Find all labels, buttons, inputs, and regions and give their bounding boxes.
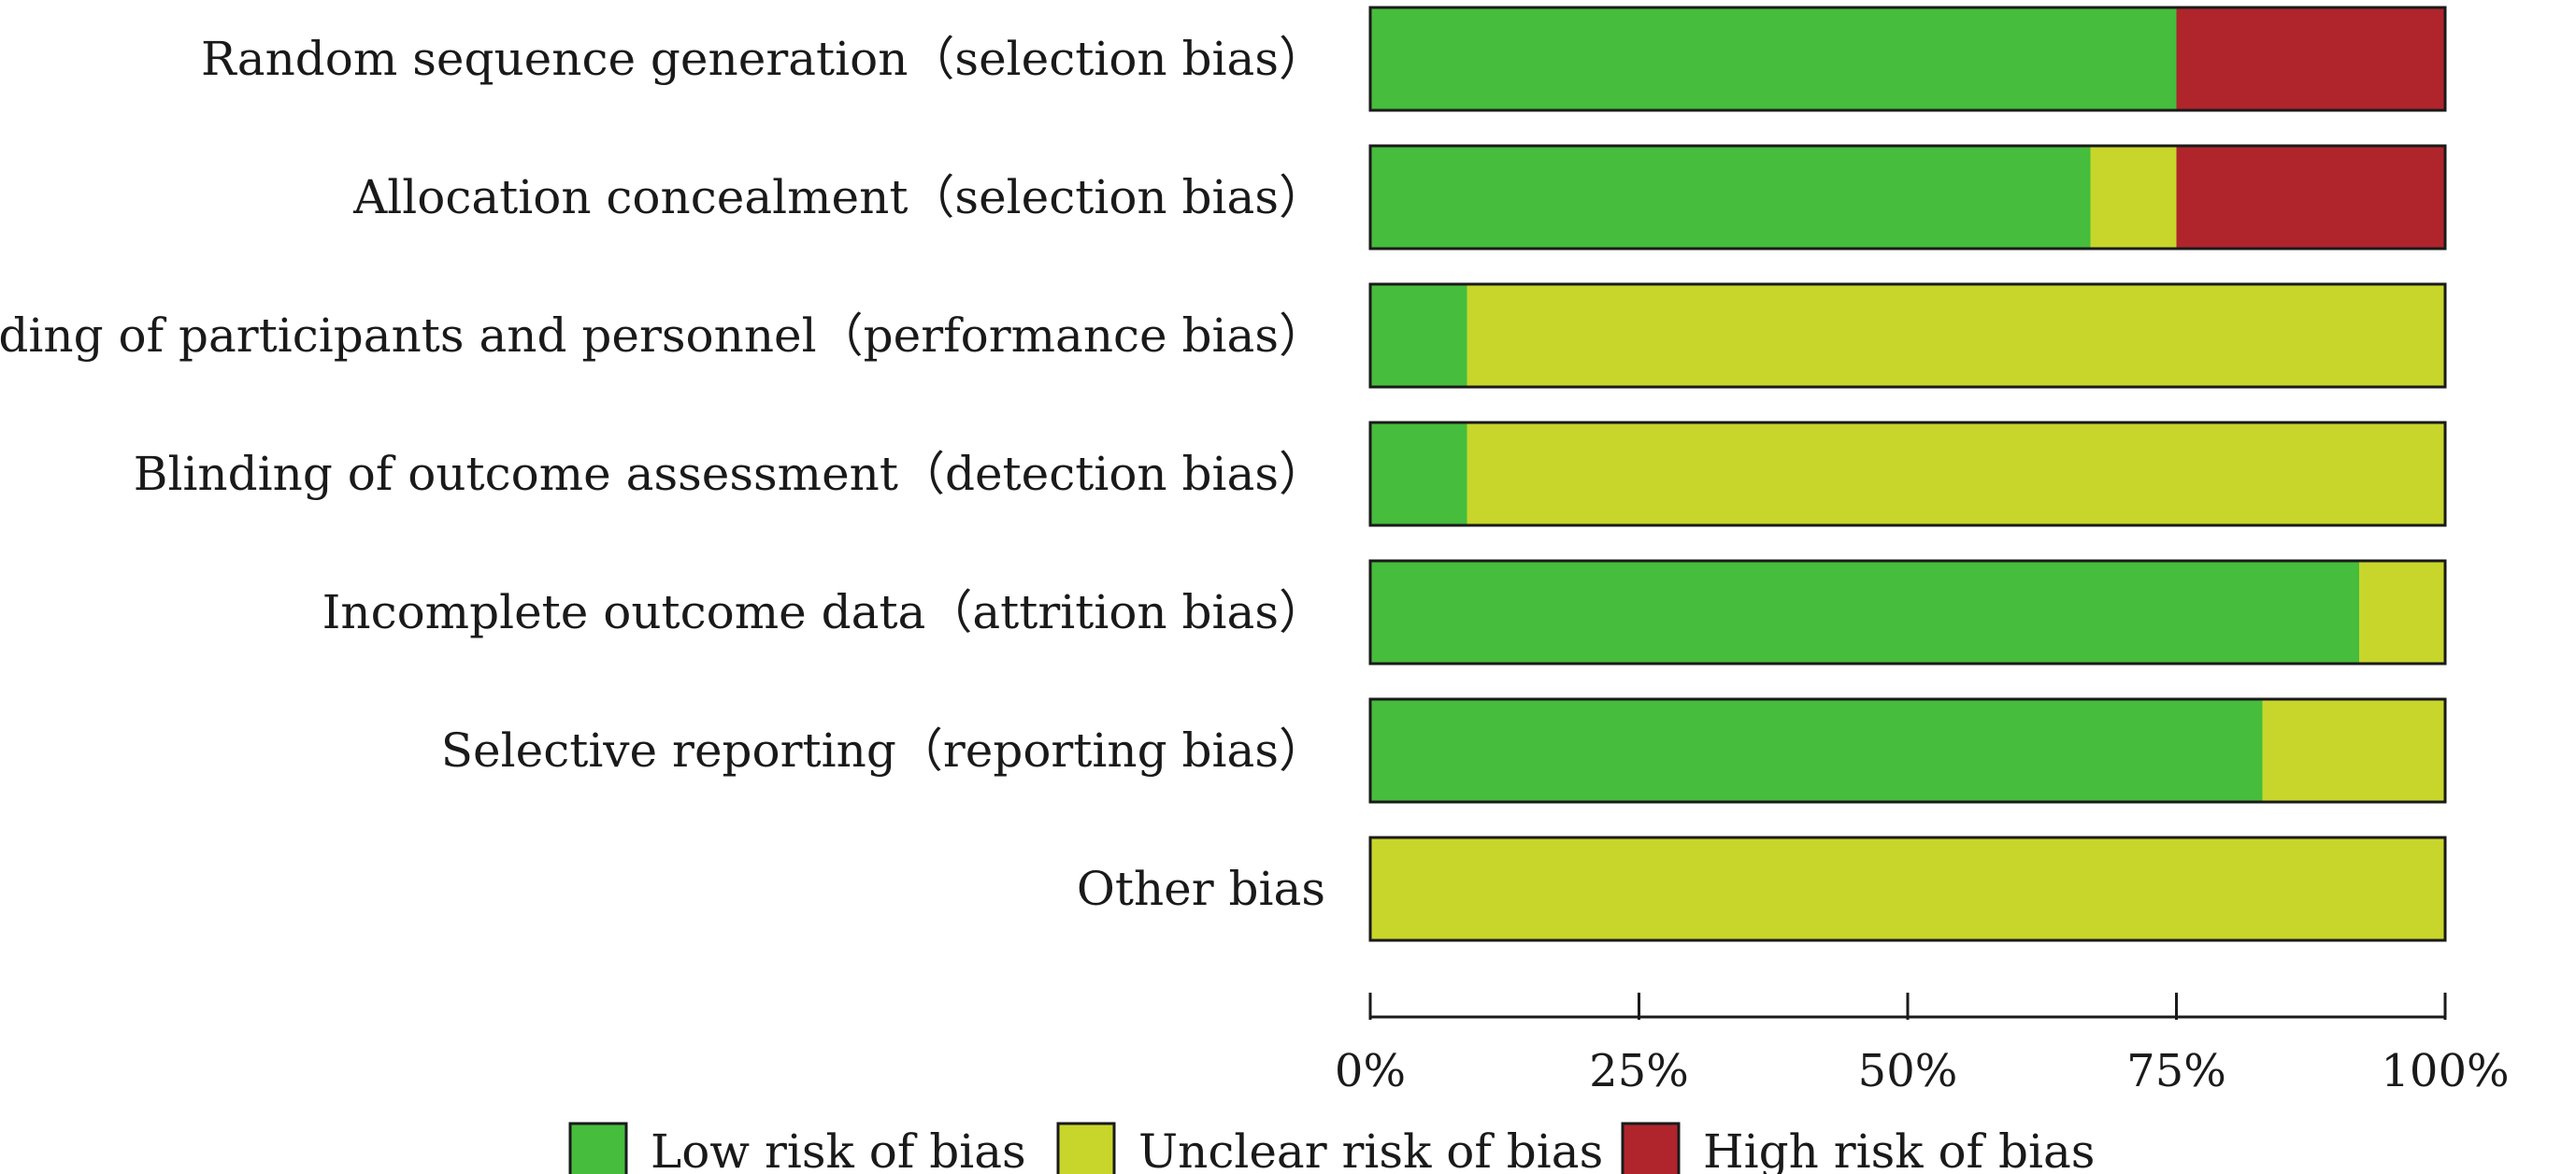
category-label: Random sequence generation（selection bia… <box>201 32 1325 86</box>
category-label: Selective reporting（reporting bias） <box>441 723 1325 778</box>
bar-row <box>1368 421 2447 527</box>
legend-swatch <box>1056 1122 1116 1174</box>
bar-outline <box>1368 559 2447 666</box>
x-tick-label: 50% <box>1858 1045 1958 1097</box>
legend-label: Low risk of bias <box>651 1124 1026 1174</box>
bar-segment-low-risk-of-bias <box>1370 284 1467 387</box>
x-axis: 0% 25% 50% 75% 100% <box>1335 993 2510 1097</box>
category-label: Blinding of outcome assessment（detection… <box>134 447 1325 501</box>
legend-label: High risk of bias <box>1703 1124 2095 1174</box>
bar-segment-high-risk-of-bias <box>2176 146 2445 249</box>
bar-outline <box>1368 144 2447 251</box>
legend-label: Unclear risk of bias <box>1138 1124 1603 1174</box>
bar-segment-low-risk-of-bias <box>1370 561 2359 664</box>
legend-item: Low risk of bias <box>568 1122 1026 1174</box>
bar-segment-unclear-risk-of-bias <box>1370 838 2445 940</box>
bar-outline <box>1368 836 2447 942</box>
bar-outline <box>1368 6 2447 112</box>
bar-outline <box>1368 697 2447 804</box>
bar-segment-low-risk-of-bias <box>1370 422 1467 525</box>
x-tick-label: 0% <box>1335 1045 1406 1097</box>
bar-segment-low-risk-of-bias <box>1370 7 2177 110</box>
bar-segment-low-risk-of-bias <box>1370 146 2091 249</box>
category-labels: Random sequence generation（selection bia… <box>0 32 1325 916</box>
x-tick-label: 100% <box>2381 1045 2509 1097</box>
x-tick-label: 25% <box>1589 1045 1689 1097</box>
bar-outline <box>1368 421 2447 527</box>
bar-segment-unclear-risk-of-bias <box>2090 146 2177 249</box>
bar-row <box>1368 836 2447 942</box>
x-tick-label: 75% <box>2126 1045 2226 1097</box>
legend-swatch <box>1621 1122 1681 1174</box>
bars-layer <box>1368 6 2447 942</box>
bar-segment-unclear-risk-of-bias <box>1467 422 2445 525</box>
legend: Low risk of bias Unclear risk of bias High… <box>568 1122 2095 1174</box>
legend-item: Unclear risk of bias <box>1056 1122 1603 1174</box>
bar-segment-unclear-risk-of-bias <box>1467 284 2445 387</box>
category-label: Blinding of participants and personnel（p… <box>0 308 1325 363</box>
bar-row <box>1368 282 2447 389</box>
bar-segment-unclear-risk-of-bias <box>2262 699 2445 802</box>
category-label: Incomplete outcome data（attrition bias） <box>322 585 1325 639</box>
bar-segment-high-risk-of-bias <box>2176 7 2445 110</box>
category-label: Other bias <box>1077 862 1325 916</box>
bar-row <box>1368 6 2447 112</box>
bar-outline <box>1368 282 2447 389</box>
legend-swatch <box>568 1122 628 1174</box>
bar-segment-low-risk-of-bias <box>1370 699 2263 802</box>
category-label: Allocation concealment（selection bias） <box>352 170 1325 224</box>
bar-row <box>1368 697 2447 804</box>
bar-row <box>1368 144 2447 251</box>
legend-item: High risk of bias <box>1621 1122 2095 1174</box>
bar-segment-unclear-risk-of-bias <box>2359 561 2445 664</box>
bar-row <box>1368 559 2447 666</box>
